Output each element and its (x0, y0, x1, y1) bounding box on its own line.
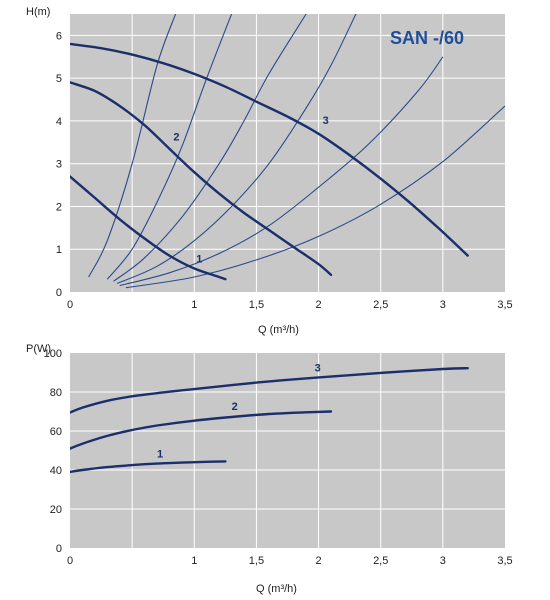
pump-curve-speed-1 (70, 460, 227, 474)
y-tick-label: 4 (56, 116, 62, 128)
pump-curve-speed-2 (70, 410, 333, 450)
y-tick-label: 100 (44, 348, 62, 360)
system-curve (125, 105, 505, 289)
plot-area (70, 14, 505, 292)
x-tick-label: 2,5 (373, 299, 388, 311)
curves-group (70, 14, 505, 289)
x-tick-label: 1 (191, 299, 197, 311)
system-curve (106, 14, 233, 280)
y-tick-label: 1 (56, 244, 62, 256)
x-tick-label: 0 (67, 555, 73, 567)
plot-layer: 1 2 3 0 1 1,5 2 2,5 3 3,5 0 1 2 3 4 5 6 (56, 14, 513, 311)
chart-title: SAN -/60 (390, 28, 464, 48)
y-tick-label: 3 (56, 159, 62, 171)
x-tick-label: 3,5 (497, 555, 512, 567)
x-tick-label: 1,5 (249, 299, 264, 311)
x-tick-label: 0 (67, 299, 73, 311)
curves-group (70, 367, 469, 474)
plot-layer: 1 2 3 0 1 1,5 2 2,5 3 3,5 0 20 40 60 80 100 (44, 348, 513, 567)
y-axis-label-power: P(W) (26, 343, 51, 355)
y-tick-label: 80 (50, 387, 62, 399)
x-tick-label: 1,5 (249, 555, 264, 567)
curve-label-speed-1: 1 (196, 253, 202, 265)
system-curve (113, 14, 307, 282)
x-tick-label: 2,5 (373, 555, 388, 567)
y-tick-label: 0 (56, 287, 62, 299)
y-tick-label: 40 (50, 465, 62, 477)
x-axis-label-flow: Q (m³/h) (258, 324, 299, 336)
y-tick-label: 5 (56, 73, 62, 85)
pump-curve-speed-1 (70, 175, 227, 281)
curve-label-speed-2: 2 (232, 401, 238, 413)
plot-area (70, 353, 505, 548)
y-axis-label-head: H(m) (26, 6, 50, 18)
y-tick-label: 6 (56, 30, 62, 42)
pump-curve-speed-3 (70, 367, 469, 414)
x-tick-label: 1 (191, 555, 197, 567)
pump-curve-speed-2 (70, 81, 333, 277)
x-tick-label: 3,5 (497, 299, 512, 311)
head-flow-chart: 1 2 3 0 1 1,5 2 2,5 3 3,5 0 1 2 3 4 5 6 SAN -/60 H(m) Q … (26, 6, 513, 336)
curve-label-speed-1: 1 (157, 449, 163, 461)
curve-label-speed-2: 2 (173, 132, 179, 144)
y-tick-label: 0 (56, 543, 62, 555)
y-tick-label: 60 (50, 426, 62, 438)
curve-label-speed-3: 3 (323, 115, 329, 127)
x-axis-label-flow: Q (m³/h) (256, 583, 297, 595)
curve-label-speed-3: 3 (315, 362, 321, 374)
x-tick-label: 2 (316, 299, 322, 311)
pump-curve-speed-3 (70, 42, 469, 257)
system-curve (88, 14, 177, 278)
y-tick-label: 20 (50, 504, 62, 516)
x-tick-label: 3 (440, 555, 446, 567)
system-curve (119, 56, 444, 287)
x-tick-label: 3 (440, 299, 446, 311)
system-curve (116, 14, 357, 284)
x-tick-label: 2 (316, 555, 322, 567)
power-flow-chart: 1 2 3 0 1 1,5 2 2,5 3 3,5 0 20 40 60 80 100 P(W) Q (m³/… (26, 343, 513, 595)
y-tick-label: 2 (56, 201, 62, 213)
